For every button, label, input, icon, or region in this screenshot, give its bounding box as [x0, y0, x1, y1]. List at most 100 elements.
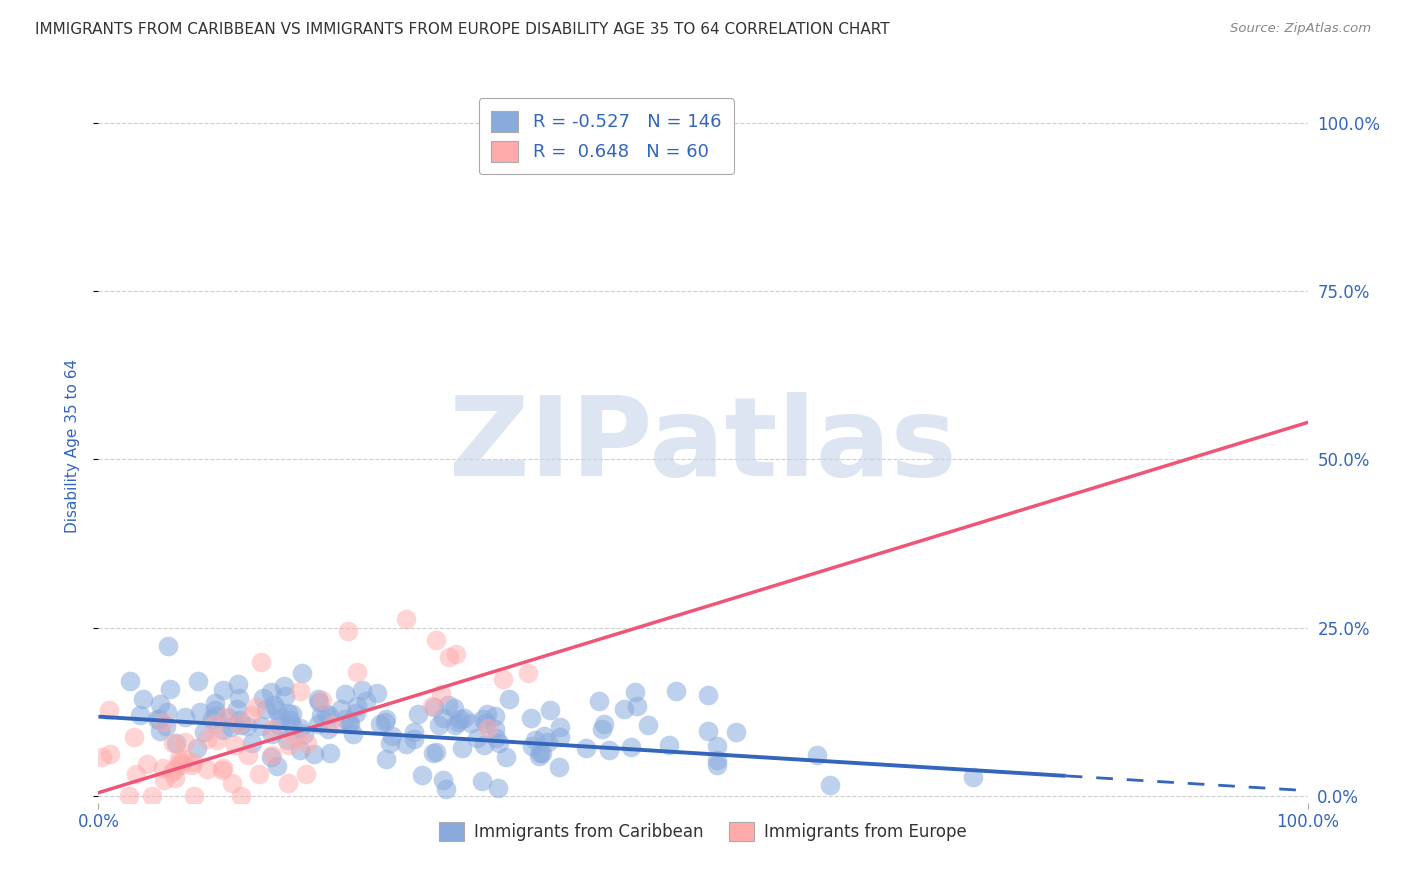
Point [163, 772, 186, 786]
Point [224, 738, 246, 752]
Point [352, 682, 374, 697]
Point [247, 767, 270, 781]
Point [254, 702, 277, 716]
Point [374, 715, 396, 730]
Point [309, 707, 332, 722]
Point [443, 700, 465, 714]
Point [444, 718, 467, 732]
Point [408, 707, 430, 722]
Point [186, 674, 208, 689]
Point [593, 717, 616, 731]
Point [533, 729, 555, 743]
Point [136, 756, 159, 771]
Point [252, 690, 274, 705]
Point [529, 749, 551, 764]
Point [266, 759, 288, 773]
Point [818, 778, 841, 792]
Point [329, 702, 352, 716]
Point [626, 699, 648, 714]
Point [624, 685, 647, 699]
Point [156, 705, 179, 719]
Point [356, 694, 378, 708]
Y-axis label: Disability Age 35 to 64: Disability Age 35 to 64 [65, 359, 80, 533]
Point [488, 736, 510, 750]
Point [460, 715, 482, 730]
Point [181, 758, 204, 772]
Point [152, 715, 174, 730]
Point [290, 743, 312, 757]
Point [432, 772, 454, 787]
Point [238, 748, 260, 763]
Point [285, 731, 308, 745]
Point [422, 746, 444, 760]
Point [245, 700, 267, 714]
Point [250, 719, 273, 733]
Point [472, 739, 495, 753]
Point [290, 684, 312, 698]
Point [520, 711, 543, 725]
Point [181, 755, 204, 769]
Point [318, 707, 340, 722]
Point [395, 737, 418, 751]
Point [307, 717, 329, 731]
Point [613, 702, 636, 716]
Point [225, 702, 247, 716]
Point [165, 735, 187, 749]
Point [591, 722, 613, 736]
Point [523, 732, 546, 747]
Point [346, 698, 368, 713]
Point [219, 720, 242, 734]
Point [278, 739, 301, 753]
Point [520, 739, 543, 754]
Point [169, 752, 191, 766]
Point [226, 677, 249, 691]
Point [420, 699, 443, 714]
Point [129, 707, 152, 722]
Point [425, 632, 447, 647]
Point [162, 736, 184, 750]
Point [319, 746, 342, 760]
Point [292, 727, 315, 741]
Point [337, 714, 360, 729]
Point [575, 741, 598, 756]
Point [277, 776, 299, 790]
Point [193, 724, 215, 739]
Point [366, 686, 388, 700]
Point [229, 713, 252, 727]
Legend: Immigrants from Caribbean, Immigrants from Europe: Immigrants from Caribbean, Immigrants fr… [433, 815, 973, 848]
Point [159, 681, 181, 696]
Point [281, 718, 304, 732]
Point [474, 716, 496, 731]
Point [696, 689, 718, 703]
Point [215, 710, 238, 724]
Point [620, 740, 643, 755]
Text: IMMIGRANTS FROM CARIBBEAN VS IMMIGRANTS FROM EUROPE DISABILITY AGE 35 TO 64 CORR: IMMIGRANTS FROM CARIBBEAN VS IMMIGRANTS … [35, 22, 890, 37]
Point [437, 649, 460, 664]
Point [449, 713, 471, 727]
Point [962, 771, 984, 785]
Point [302, 747, 325, 761]
Point [211, 723, 233, 738]
Point [132, 691, 155, 706]
Point [434, 782, 457, 797]
Point [146, 712, 169, 726]
Point [696, 724, 718, 739]
Point [211, 683, 233, 698]
Point [665, 683, 688, 698]
Point [90, 749, 112, 764]
Point [806, 748, 828, 763]
Point [155, 719, 177, 733]
Point [402, 732, 425, 747]
Point [333, 712, 356, 726]
Point [537, 735, 560, 749]
Point [337, 624, 360, 639]
Point [637, 718, 659, 732]
Point [477, 721, 499, 735]
Point [598, 742, 620, 756]
Point [432, 711, 454, 725]
Point [250, 656, 273, 670]
Point [204, 703, 226, 717]
Point [274, 689, 297, 703]
Point [495, 749, 517, 764]
Point [152, 772, 174, 787]
